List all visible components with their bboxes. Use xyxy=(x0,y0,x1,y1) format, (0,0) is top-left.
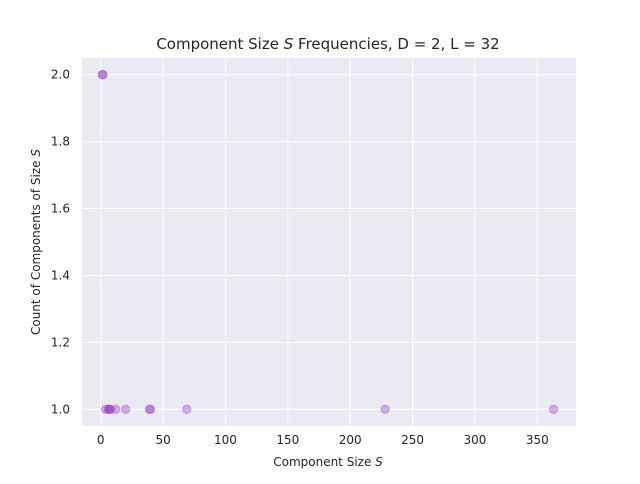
data-point xyxy=(548,404,559,414)
x-axis-label: Component Size S xyxy=(273,455,383,469)
y-gridlines xyxy=(82,74,576,410)
y-tick-label: 1.0 xyxy=(51,402,70,416)
data-point xyxy=(105,404,116,414)
x-axis-variable: S xyxy=(375,455,383,469)
data-point xyxy=(101,404,111,414)
x-tick-label: 300 xyxy=(464,433,487,447)
y-tick-label: 2.0 xyxy=(51,68,70,82)
plot-area xyxy=(82,58,576,426)
data-point xyxy=(145,404,156,414)
data-points xyxy=(97,70,559,414)
data-point xyxy=(104,404,115,414)
y-tick-label: 1.4 xyxy=(51,268,70,282)
data-point xyxy=(380,404,390,414)
data-point xyxy=(120,404,131,414)
x-tick-label: 0 xyxy=(97,433,105,447)
x-gridlines xyxy=(100,58,538,426)
x-tick-label: 200 xyxy=(339,433,362,447)
x-tick-label: 50 xyxy=(155,433,170,447)
title-variable: S xyxy=(284,35,294,53)
data-point xyxy=(144,404,155,414)
data-point xyxy=(103,404,113,414)
y-axis-label: Count of Components of Size S xyxy=(29,149,43,335)
y-tick-label: 1.6 xyxy=(51,202,70,216)
data-point xyxy=(110,404,121,414)
data-point xyxy=(97,70,107,80)
y-axis-variable: S xyxy=(29,149,43,157)
x-tick-labels: 0 50 100 150 200 250 300 350 xyxy=(97,433,549,447)
y-tick-labels: 1.0 1.2 1.4 1.6 1.8 2.0 xyxy=(51,68,70,417)
data-point xyxy=(98,70,108,80)
x-tick-label: 250 xyxy=(401,433,424,447)
data-point xyxy=(182,404,192,414)
x-tick-label: 350 xyxy=(526,433,549,447)
y-tick-label: 1.8 xyxy=(51,135,70,149)
chart-title: Component Size S Frequencies, D = 2, L =… xyxy=(156,35,499,53)
x-tick-label: 100 xyxy=(214,433,237,447)
y-tick-label: 1.2 xyxy=(51,335,70,349)
x-tick-label: 150 xyxy=(276,433,299,447)
